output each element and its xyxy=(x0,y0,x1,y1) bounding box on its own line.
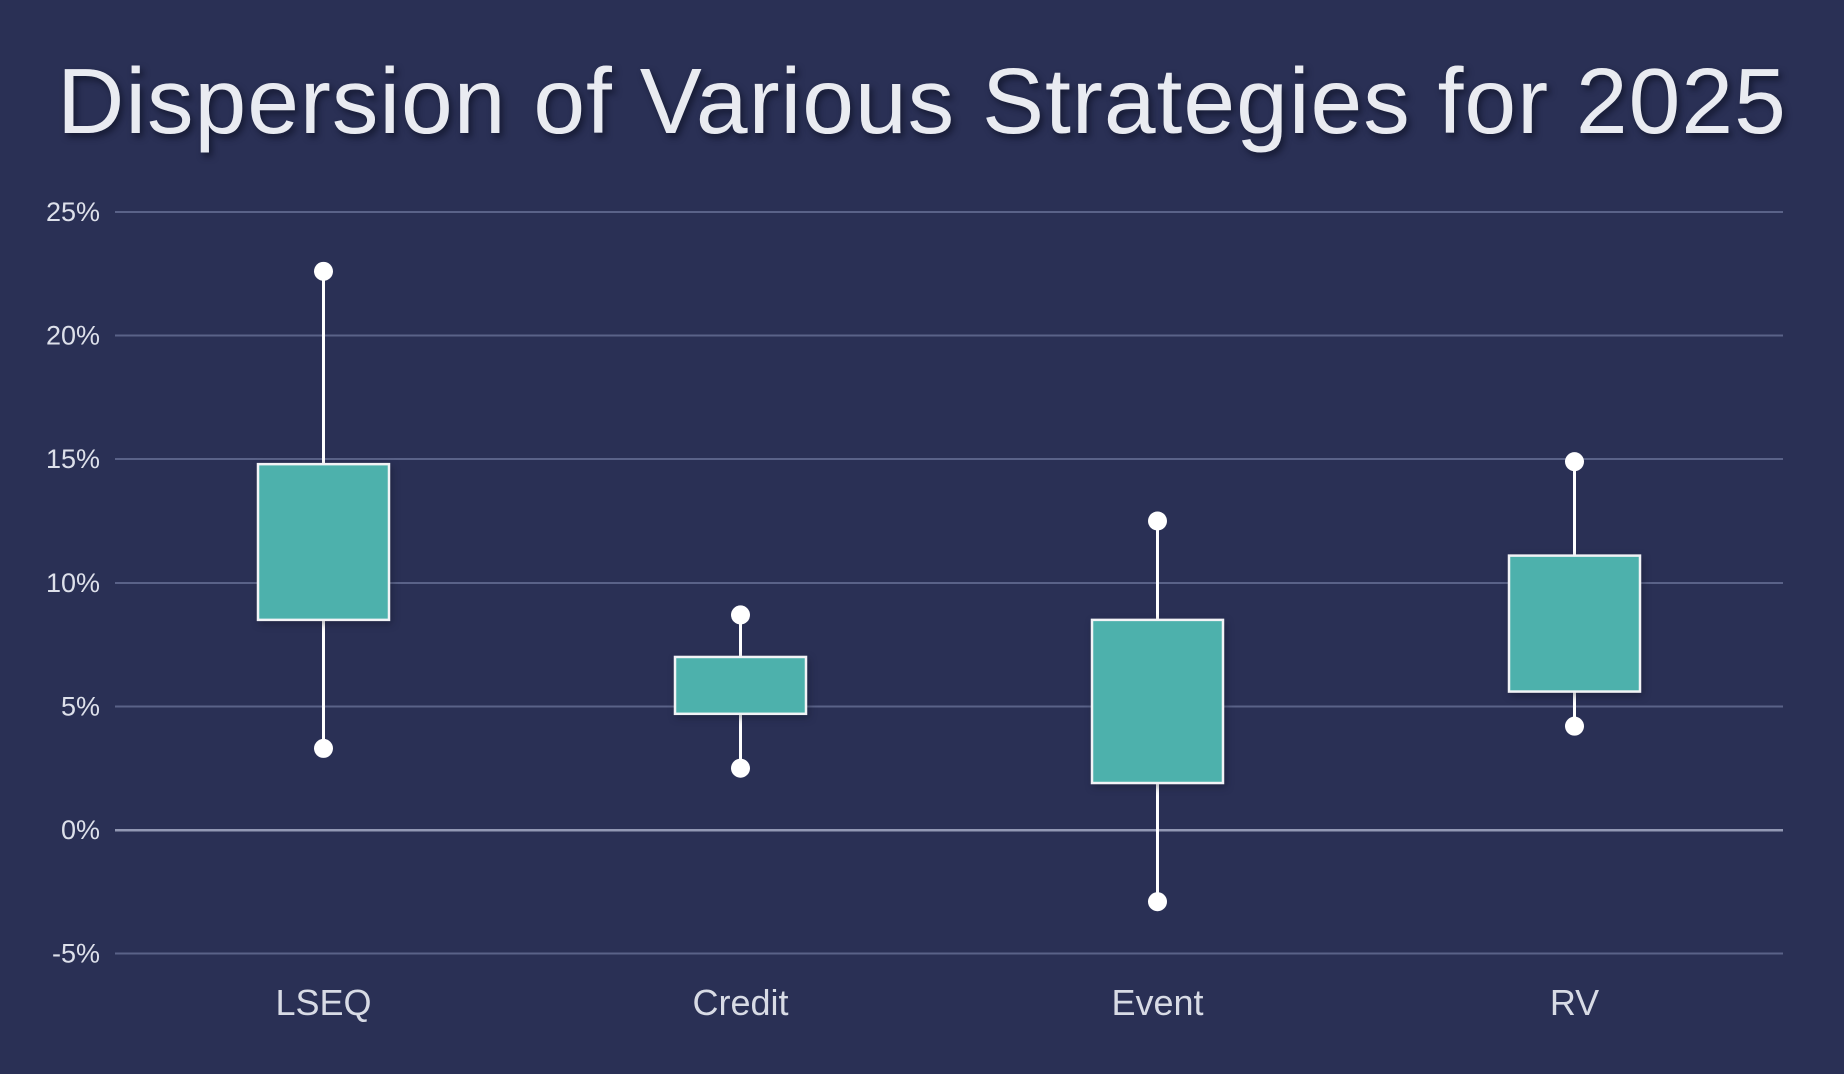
y-tick-label: 5% xyxy=(61,691,100,721)
chart-title: Dispersion of Various Strategies for 202… xyxy=(57,49,1787,153)
low-dot-credit xyxy=(731,758,750,778)
y-tick-label: 25% xyxy=(46,197,100,227)
box-lseq xyxy=(256,462,391,622)
y-tick-label: -5% xyxy=(52,939,100,969)
low-dot-event xyxy=(1148,892,1167,912)
x-category-label-event: Event xyxy=(1111,982,1203,1023)
box-credit xyxy=(673,655,808,716)
low-dot-lseq xyxy=(314,738,333,758)
high-dot-credit xyxy=(731,605,750,625)
x-category-label-rv: RV xyxy=(1550,982,1599,1023)
high-dot-lseq xyxy=(314,261,333,281)
high-dot-event xyxy=(1148,511,1167,531)
box-event xyxy=(1090,618,1225,785)
x-category-label-lseq: LSEQ xyxy=(275,982,371,1023)
y-tick-label: 20% xyxy=(46,321,100,351)
y-tick-label: 15% xyxy=(46,444,100,474)
box-rv xyxy=(1507,554,1642,693)
high-dot-rv xyxy=(1565,452,1584,472)
y-tick-label: 0% xyxy=(61,815,100,845)
y-tick-label: 10% xyxy=(46,568,100,598)
x-category-label-credit: Credit xyxy=(692,982,788,1023)
low-dot-rv xyxy=(1565,716,1584,736)
